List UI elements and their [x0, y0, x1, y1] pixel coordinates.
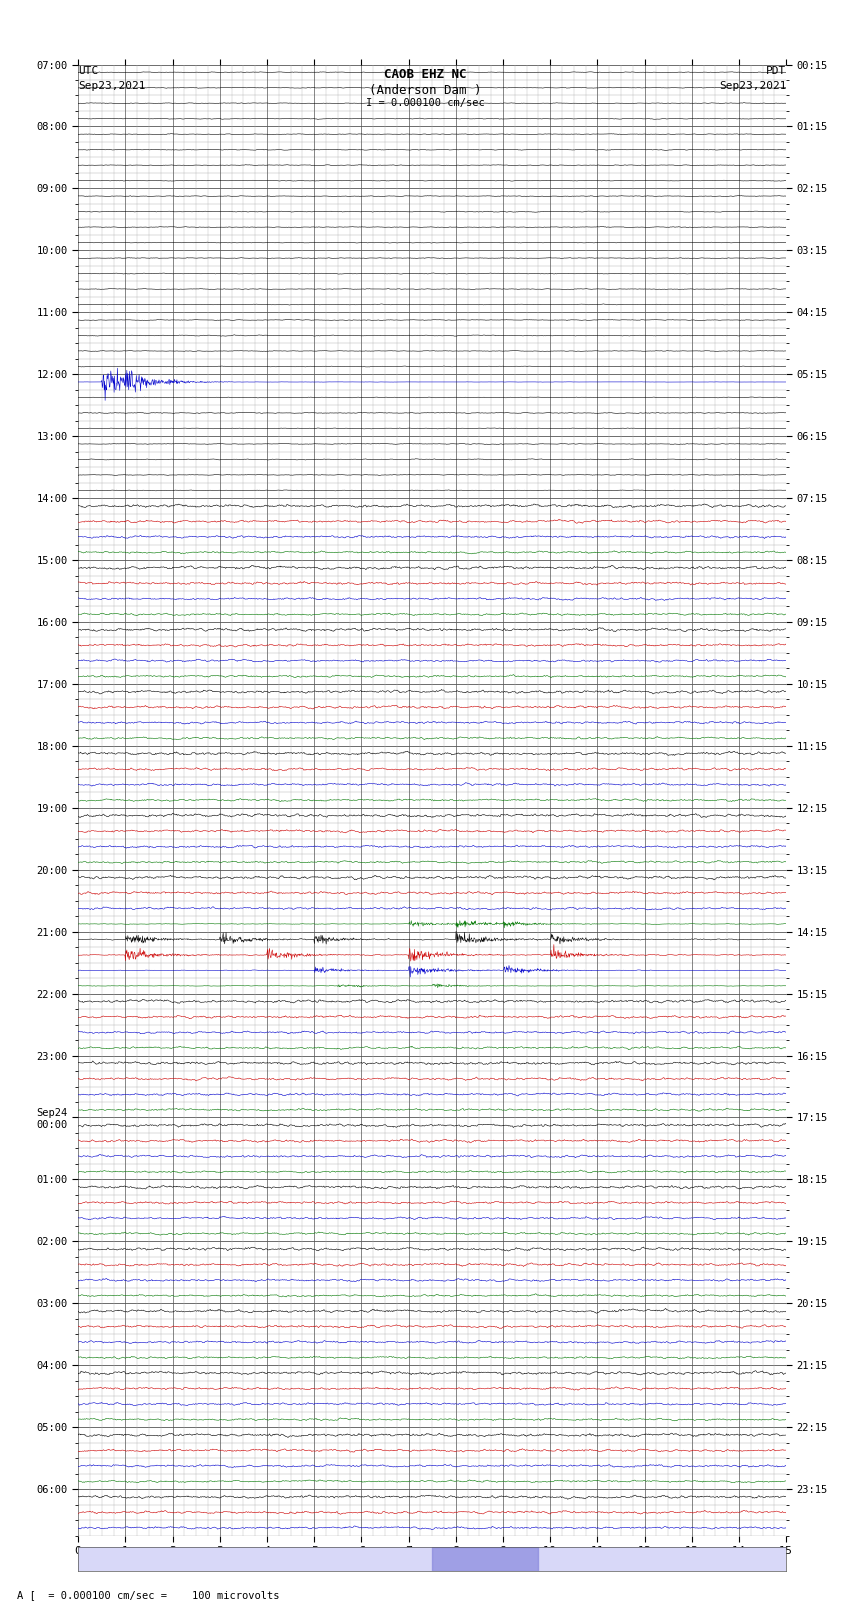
- Text: PDT: PDT: [766, 66, 786, 76]
- X-axis label: TIME (MINUTES): TIME (MINUTES): [385, 1560, 479, 1573]
- Text: Sep23,2021: Sep23,2021: [78, 81, 145, 90]
- Text: Sep23,2021: Sep23,2021: [719, 81, 786, 90]
- Bar: [432, 1547, 538, 1571]
- Text: I = 0.000100 cm/sec: I = 0.000100 cm/sec: [366, 98, 484, 108]
- Text: CAOB EHZ NC: CAOB EHZ NC: [383, 68, 467, 81]
- Text: UTC: UTC: [78, 66, 99, 76]
- Text: A [  = 0.000100 cm/sec =    100 microvolts: A [ = 0.000100 cm/sec = 100 microvolts: [17, 1590, 280, 1600]
- Text: (Anderson Dam ): (Anderson Dam ): [369, 84, 481, 97]
